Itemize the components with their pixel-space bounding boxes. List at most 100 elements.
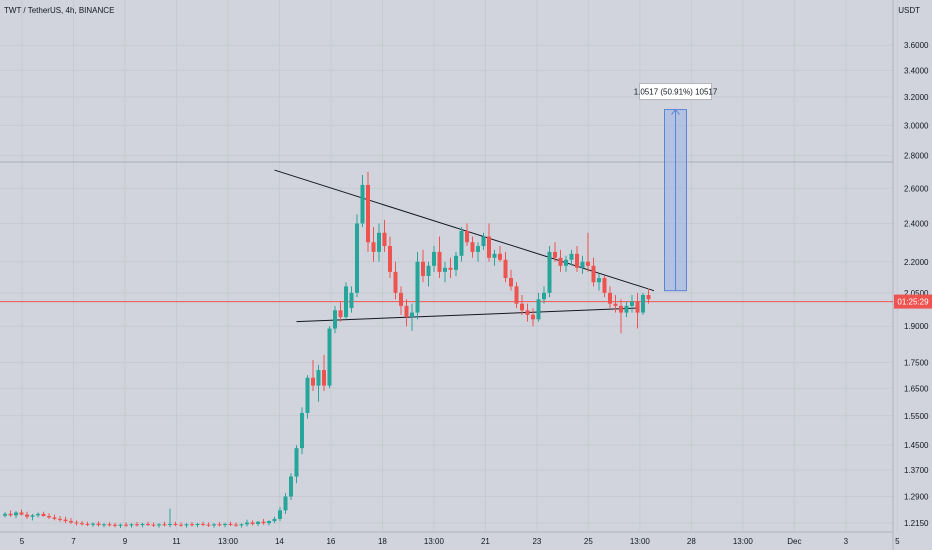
x-tick-label: 3 (844, 537, 849, 546)
candle-body (542, 292, 546, 300)
candle-body (448, 267, 453, 270)
candle-body (454, 255, 458, 270)
candle-body (371, 242, 376, 252)
candle-body (547, 251, 552, 293)
measure-label-box (639, 83, 712, 101)
symbol-title: TWT / TetherUS, 4h, BINANCE (4, 6, 115, 15)
candle-body (184, 524, 189, 526)
y-tick-label: 1.2150 (904, 519, 929, 528)
y-tick-label: 2.2000 (904, 258, 929, 267)
candle-body (107, 524, 112, 526)
y-tick-label: 1.4500 (904, 441, 929, 450)
x-tick-label: 5 (20, 537, 25, 546)
candle-body (140, 523, 145, 526)
descending-trendline-line[interactable] (274, 169, 655, 292)
candle-body (624, 305, 629, 313)
candle-body (470, 242, 475, 252)
y-tick-label: 3.4000 (904, 66, 929, 75)
x-tick-label: 18 (378, 537, 387, 546)
candle-body (388, 246, 392, 272)
candle-body (646, 294, 651, 300)
candle-body (80, 523, 84, 525)
candle-body (349, 292, 354, 309)
candle-body (47, 516, 51, 518)
candle-body (278, 510, 282, 519)
measure-label: 1.0517 (50.91%) 10517 (634, 88, 718, 97)
candle-body (630, 301, 634, 306)
x-tick-label: 13:00 (630, 537, 651, 546)
candle-body (415, 261, 420, 313)
y-tick-label: 2.4000 (904, 220, 929, 229)
candle-body (520, 303, 524, 311)
candle-body (212, 524, 216, 526)
candle-body (459, 230, 464, 256)
candle-body (399, 292, 403, 306)
y-tick-label: 2.0500 (904, 289, 929, 298)
candle-body (305, 377, 310, 413)
candle-body (492, 253, 497, 258)
y-tick-label: 2.6000 (904, 184, 929, 193)
y-tick-label: 1.7500 (904, 358, 929, 367)
current-price-countdown: 01:25:29 (897, 298, 929, 307)
candle-body (404, 305, 409, 318)
candle-body (151, 524, 156, 526)
candle-body (173, 523, 178, 525)
ascending-support-line[interactable] (296, 307, 638, 323)
x-tick-label: 28 (687, 537, 696, 546)
candle-body (509, 278, 513, 287)
candle-body (553, 251, 557, 258)
candle-body (564, 259, 568, 266)
x-tick-label: 14 (275, 537, 284, 546)
candle-body (360, 184, 365, 224)
candle-body (201, 523, 205, 525)
candle-body (58, 518, 62, 520)
candle-body (393, 271, 398, 293)
x-tick-label: 5 (895, 537, 900, 546)
x-tick-label: 13:00 (733, 537, 754, 546)
candle-body (437, 251, 442, 272)
candle-body (421, 261, 425, 276)
candle-body (382, 232, 387, 247)
candle-body (333, 310, 337, 329)
candle-body (223, 523, 227, 526)
y-tick-label: 1.6500 (904, 384, 929, 393)
x-tick-label: 25 (584, 537, 593, 546)
candle-body (85, 523, 90, 525)
candle-body (591, 265, 596, 283)
candle-body (168, 523, 172, 526)
candle-body (316, 370, 321, 386)
candle-body (69, 521, 73, 523)
candle-body (443, 267, 447, 272)
candle-body (344, 286, 348, 318)
current-price-tag (894, 294, 932, 309)
y-tick-label: 1.3700 (904, 466, 929, 475)
candle-body (426, 265, 431, 276)
candle-body (481, 236, 486, 247)
candle-body (322, 370, 326, 386)
candle-body (118, 524, 123, 526)
candle-body (536, 299, 541, 320)
x-tick-label: 23 (532, 537, 541, 546)
candle-body (3, 513, 7, 516)
candle-body (8, 513, 13, 516)
candle-body (25, 514, 29, 517)
candle-body (96, 523, 101, 526)
x-tick-label: 9 (123, 537, 128, 546)
candle-body (476, 246, 480, 252)
candle-body (228, 523, 233, 525)
candle-body (267, 521, 271, 524)
candle-body (619, 305, 623, 313)
candle-body (41, 513, 46, 517)
candle-body (190, 524, 194, 526)
x-tick-label: 13:00 (218, 537, 239, 546)
candle-body (575, 253, 579, 268)
candle-body (261, 521, 266, 524)
candle-body (531, 314, 535, 320)
candle-body (30, 515, 35, 517)
candle-body (558, 257, 563, 266)
currency-label: USDT (898, 6, 920, 15)
candle-body (14, 512, 18, 516)
candle-body (300, 412, 304, 449)
